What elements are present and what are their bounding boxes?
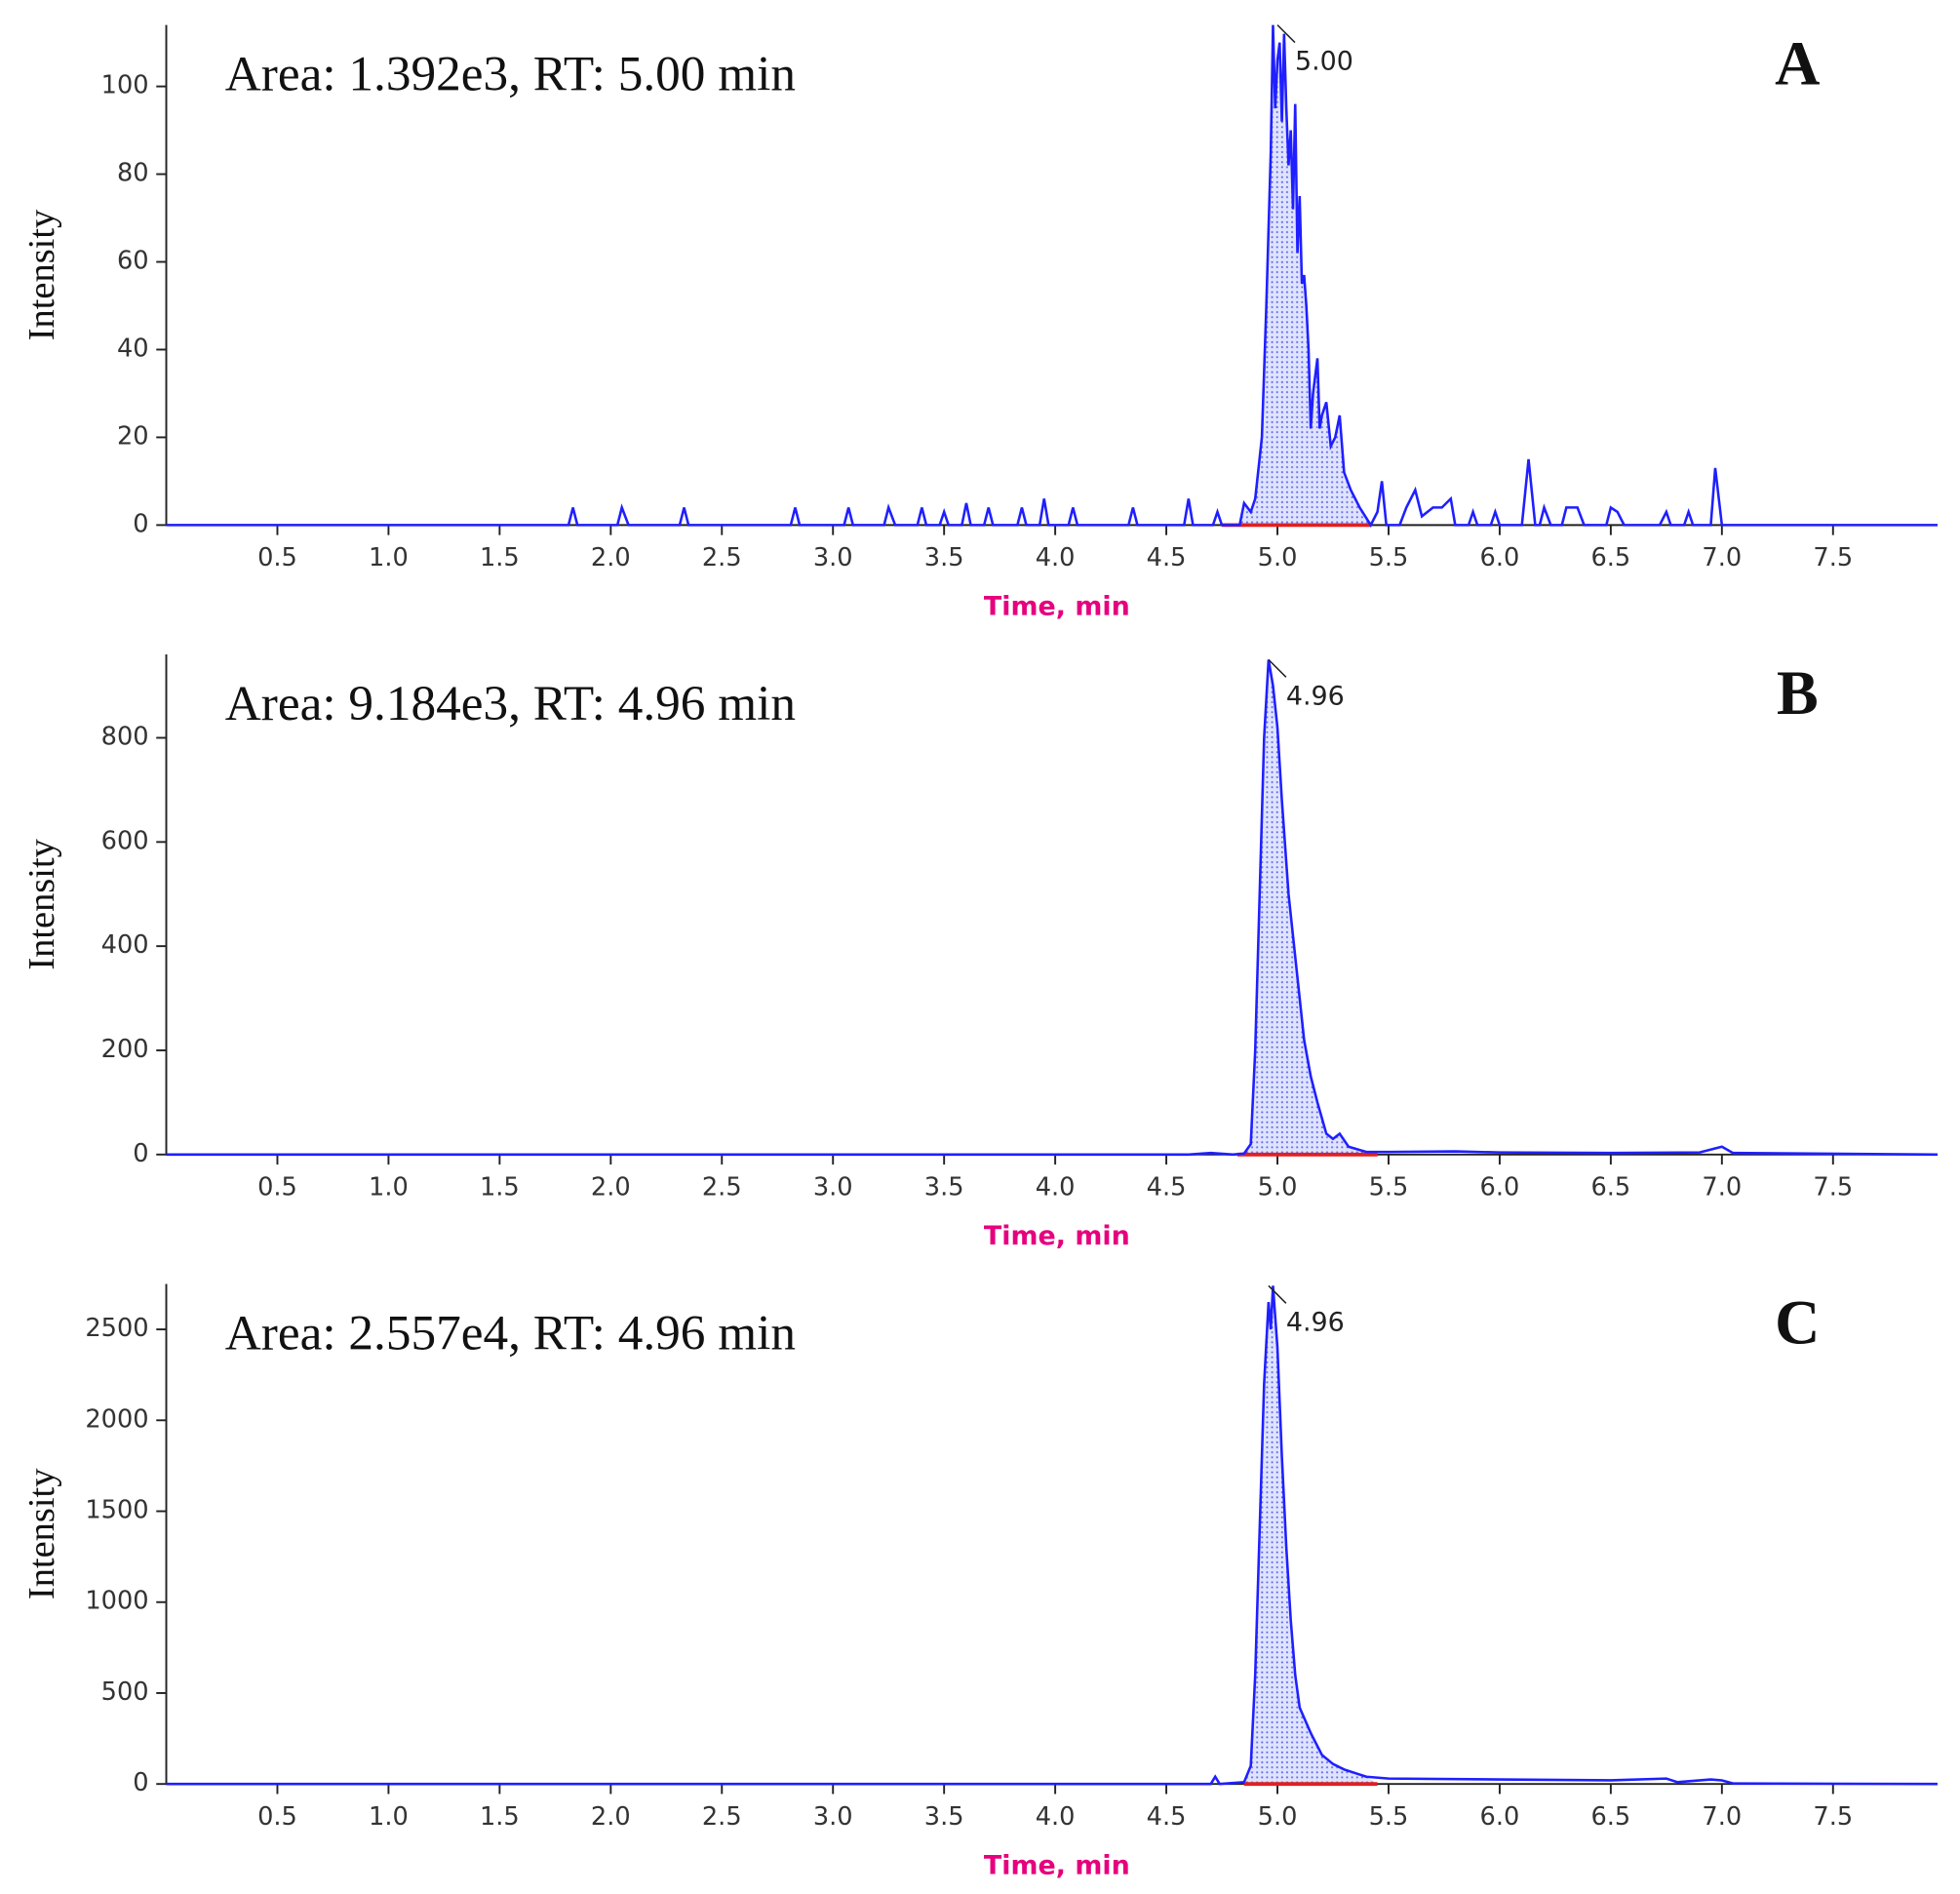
y-axis-label: Intensity — [21, 1468, 62, 1599]
y-tick-label: 2000 — [85, 1404, 148, 1434]
peak-marker — [1268, 658, 1287, 678]
x-tick-label: 2.0 — [591, 1172, 631, 1202]
x-tick-label: 5.0 — [1258, 1802, 1298, 1832]
x-tick-label: 7.5 — [1813, 1172, 1853, 1202]
x-tick-label: 0.5 — [257, 1802, 297, 1832]
y-tick-label: 200 — [101, 1035, 149, 1064]
y-tick-label: 0 — [133, 1768, 148, 1797]
x-tick-label: 2.0 — [591, 1802, 631, 1832]
x-tick-label: 1.5 — [480, 543, 520, 572]
peak-area — [1237, 659, 1378, 1155]
x-tick-label: 5.5 — [1369, 1802, 1409, 1832]
y-tick-label: 20 — [117, 421, 149, 451]
peak-label: 4.96 — [1286, 681, 1345, 711]
x-tick-label: 6.0 — [1480, 543, 1520, 572]
panel-label: B — [1777, 658, 1819, 728]
trace-line — [166, 659, 1938, 1157]
x-tick-label: 3.0 — [813, 1802, 853, 1832]
x-tick-label: 1.5 — [480, 1172, 520, 1202]
x-tick-label: 1.0 — [369, 1802, 409, 1832]
x-tick-label: 4.0 — [1036, 543, 1076, 572]
x-tick-label: 6.0 — [1480, 1802, 1520, 1832]
x-tick-label: 3.5 — [924, 1802, 964, 1832]
chart-panel: 0 200 400 600 800 0.5 1.0 1.5 2.0 2.5 3.0 3.5 4.0 4.5… — [21, 654, 1938, 1251]
trace-line — [166, 24, 1938, 528]
x-axis-label: Time, min — [984, 1221, 1130, 1251]
y-tick-label: 40 — [117, 334, 149, 363]
y-tick-label: 1000 — [85, 1587, 148, 1616]
x-tick-label: 7.0 — [1702, 1172, 1742, 1202]
y-axis-label: Intensity — [21, 209, 62, 340]
y-tick-label: 2500 — [85, 1314, 148, 1343]
x-tick-label: 3.5 — [924, 543, 964, 572]
x-tick-label: 2.5 — [702, 543, 742, 572]
chart-panel: 0 500 1000 1500 2000 2500 0.5 1.0 1.5 2.0 2.5 3.0 3.… — [21, 1283, 1938, 1880]
x-tick-label: 4.0 — [1036, 1172, 1076, 1202]
x-tick-label: 1.0 — [369, 1172, 409, 1202]
peak-marker — [1276, 24, 1296, 44]
x-tick-label: 4.5 — [1147, 543, 1187, 572]
x-tick-label: 7.5 — [1813, 1802, 1853, 1832]
y-tick-label: 80 — [117, 159, 149, 188]
x-tick-label: 2.5 — [702, 1802, 742, 1832]
x-tick-label: 2.0 — [591, 543, 631, 572]
x-tick-label: 0.5 — [257, 543, 297, 572]
y-axis-label: Intensity — [21, 838, 62, 969]
panel-label: A — [1775, 28, 1820, 98]
x-tick-label: 7.0 — [1702, 543, 1742, 572]
x-tick-label: 4.5 — [1147, 1172, 1187, 1202]
x-tick-label: 6.5 — [1590, 543, 1630, 572]
annotation: Area: 9.184e3, RT: 4.96 min — [225, 676, 796, 731]
x-tick-label: 3.0 — [813, 543, 853, 572]
chart-panel: 0 20 40 60 80 100 0.5 1.0 1.5 2.0 2.5 3.0 3.5 4.0 4.5 5… — [21, 24, 1938, 621]
x-tick-label: 4.0 — [1036, 1802, 1076, 1832]
x-tick-label: 7.0 — [1702, 1802, 1742, 1832]
peak-label: 4.96 — [1286, 1307, 1345, 1337]
x-tick-label: 7.5 — [1813, 543, 1853, 572]
y-tick-label: 500 — [101, 1677, 149, 1707]
x-tick-label: 5.5 — [1369, 543, 1409, 572]
x-tick-label: 0.5 — [257, 1172, 297, 1202]
y-tick-label: 800 — [101, 723, 149, 752]
y-tick-label: 400 — [101, 930, 149, 960]
annotation: Area: 2.557e4, RT: 4.96 min — [225, 1305, 796, 1361]
x-tick-label: 5.0 — [1258, 1172, 1298, 1202]
y-tick-label: 1500 — [85, 1496, 148, 1525]
x-tick-label: 6.0 — [1480, 1172, 1520, 1202]
peak-area — [1243, 1285, 1378, 1785]
x-axis-label: Time, min — [984, 1850, 1130, 1880]
peak-marker — [1268, 1284, 1287, 1304]
annotation: Area: 1.392e3, RT: 5.00 min — [225, 47, 796, 102]
x-tick-label: 4.5 — [1147, 1802, 1187, 1832]
panel-label: C — [1775, 1287, 1820, 1357]
peak-area — [1222, 24, 1371, 526]
x-tick-label: 2.5 — [702, 1172, 742, 1202]
x-tick-label: 5.5 — [1369, 1172, 1409, 1202]
peak-label: 5.00 — [1295, 47, 1353, 77]
x-tick-label: 1.5 — [480, 1802, 520, 1832]
y-tick-label: 100 — [101, 71, 149, 100]
x-tick-label: 5.0 — [1258, 543, 1298, 572]
y-tick-label: 600 — [101, 826, 149, 855]
y-tick-label: 60 — [117, 247, 149, 276]
x-axis-label: Time, min — [984, 591, 1130, 621]
x-tick-label: 3.0 — [813, 1172, 853, 1202]
y-tick-label: 0 — [133, 509, 148, 538]
y-tick-label: 0 — [133, 1139, 148, 1168]
trace-line — [166, 1285, 1938, 1786]
x-tick-label: 6.5 — [1590, 1802, 1630, 1832]
x-tick-label: 1.0 — [369, 543, 409, 572]
x-tick-label: 3.5 — [924, 1172, 964, 1202]
x-tick-label: 6.5 — [1590, 1172, 1630, 1202]
